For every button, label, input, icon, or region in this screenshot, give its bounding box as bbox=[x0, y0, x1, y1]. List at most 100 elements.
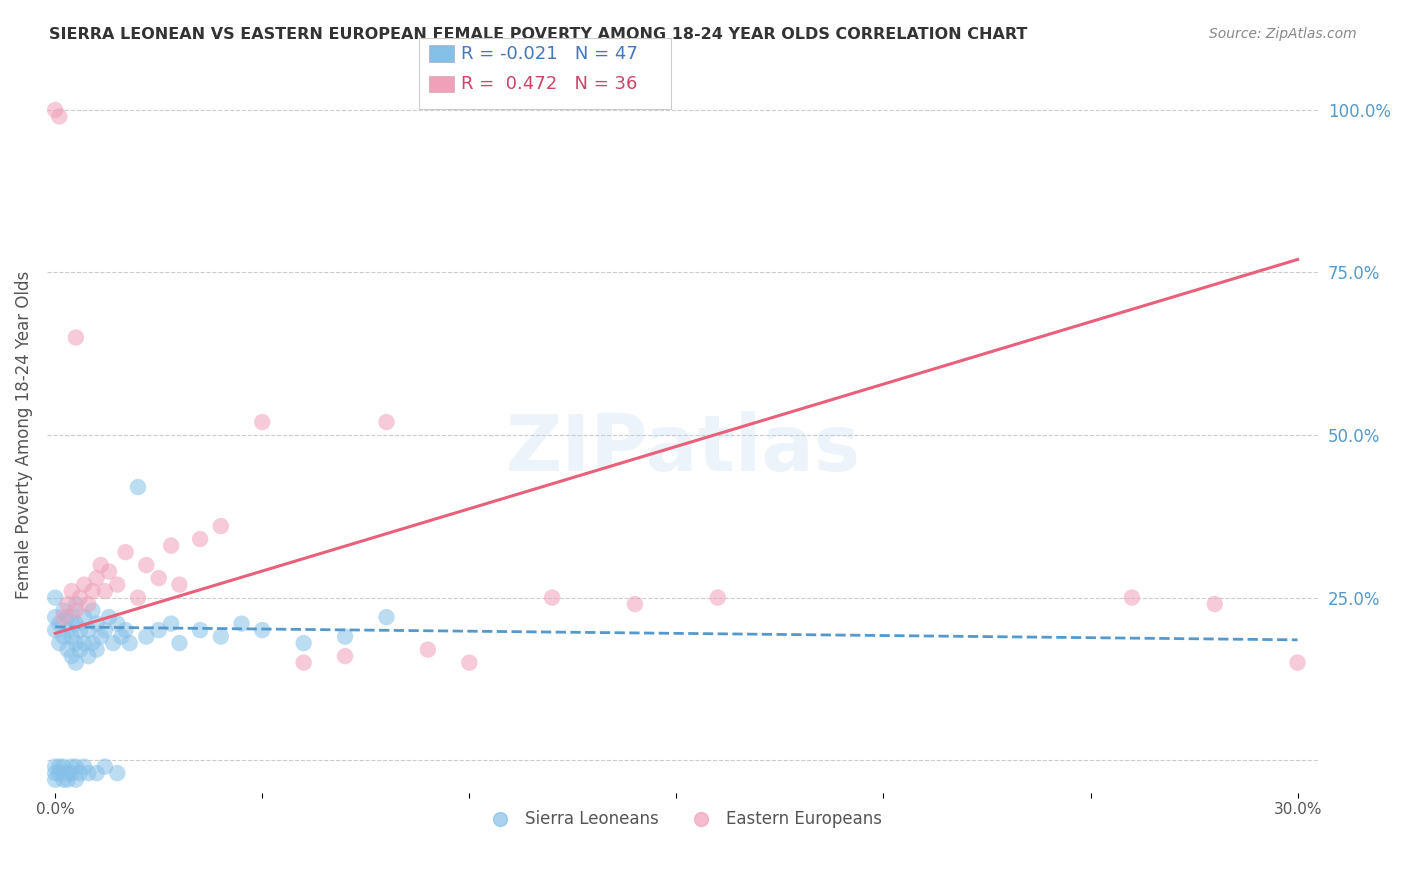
Point bbox=[188, 623, 211, 637]
Point bbox=[375, 610, 398, 624]
Point bbox=[135, 558, 157, 573]
Point bbox=[416, 642, 439, 657]
Point bbox=[44, 623, 66, 637]
Point bbox=[82, 636, 104, 650]
Point bbox=[48, 766, 70, 780]
Point bbox=[48, 616, 70, 631]
Point bbox=[60, 584, 83, 599]
Point bbox=[86, 616, 108, 631]
Point bbox=[135, 630, 157, 644]
Point bbox=[160, 616, 183, 631]
Point bbox=[65, 616, 87, 631]
Point bbox=[52, 759, 75, 773]
Point bbox=[375, 415, 398, 429]
Point bbox=[48, 636, 70, 650]
Point bbox=[252, 415, 274, 429]
Point bbox=[114, 623, 136, 637]
Point bbox=[65, 759, 87, 773]
Legend: Sierra Leoneans, Eastern Europeans: Sierra Leoneans, Eastern Europeans bbox=[477, 803, 889, 834]
Point bbox=[60, 610, 83, 624]
Point bbox=[94, 584, 117, 599]
Point bbox=[44, 103, 66, 117]
Point bbox=[60, 649, 83, 664]
Point bbox=[82, 584, 104, 599]
Point bbox=[105, 766, 128, 780]
Point bbox=[148, 623, 170, 637]
Point bbox=[69, 591, 91, 605]
Point bbox=[541, 591, 564, 605]
Point bbox=[86, 571, 108, 585]
Point bbox=[48, 110, 70, 124]
Point bbox=[90, 630, 112, 644]
Point bbox=[169, 577, 191, 591]
Point bbox=[252, 623, 274, 637]
Point bbox=[114, 545, 136, 559]
Point bbox=[65, 597, 87, 611]
Point bbox=[209, 519, 232, 533]
Point bbox=[56, 772, 79, 787]
Point bbox=[127, 591, 149, 605]
Point bbox=[98, 565, 121, 579]
Point bbox=[148, 571, 170, 585]
Point bbox=[98, 610, 121, 624]
Point bbox=[110, 630, 132, 644]
Point bbox=[65, 330, 87, 344]
Point bbox=[44, 591, 66, 605]
Point bbox=[52, 630, 75, 644]
Point bbox=[48, 759, 70, 773]
Point bbox=[209, 630, 232, 644]
Point bbox=[82, 604, 104, 618]
Point bbox=[188, 532, 211, 546]
Point bbox=[44, 772, 66, 787]
Point bbox=[44, 766, 66, 780]
Point bbox=[65, 656, 87, 670]
Point bbox=[127, 480, 149, 494]
Text: SIERRA LEONEAN VS EASTERN EUROPEAN FEMALE POVERTY AMONG 18-24 YEAR OLDS CORRELAT: SIERRA LEONEAN VS EASTERN EUROPEAN FEMAL… bbox=[49, 27, 1028, 42]
Point bbox=[90, 558, 112, 573]
Point bbox=[86, 642, 108, 657]
Text: R =  0.472   N = 36: R = 0.472 N = 36 bbox=[461, 75, 637, 93]
Point bbox=[105, 616, 128, 631]
Point bbox=[94, 623, 117, 637]
Point bbox=[333, 630, 356, 644]
Point bbox=[105, 577, 128, 591]
Point bbox=[231, 616, 253, 631]
Point bbox=[69, 642, 91, 657]
Point bbox=[56, 610, 79, 624]
Point bbox=[118, 636, 141, 650]
Point bbox=[458, 656, 481, 670]
Point bbox=[73, 636, 96, 650]
Point bbox=[73, 610, 96, 624]
Point bbox=[56, 597, 79, 611]
Point bbox=[707, 591, 730, 605]
Point bbox=[73, 577, 96, 591]
Point bbox=[77, 649, 100, 664]
Point bbox=[56, 623, 79, 637]
Text: R = -0.021   N = 47: R = -0.021 N = 47 bbox=[461, 45, 638, 62]
Point bbox=[60, 630, 83, 644]
Point bbox=[292, 636, 315, 650]
Point bbox=[169, 636, 191, 650]
Point bbox=[52, 604, 75, 618]
Point bbox=[73, 759, 96, 773]
Point bbox=[160, 539, 183, 553]
Point bbox=[52, 610, 75, 624]
Point bbox=[56, 642, 79, 657]
Point bbox=[65, 636, 87, 650]
Text: Source: ZipAtlas.com: Source: ZipAtlas.com bbox=[1209, 27, 1357, 41]
Point bbox=[1121, 591, 1143, 605]
Point bbox=[65, 604, 87, 618]
Text: ZIPatlas: ZIPatlas bbox=[505, 411, 860, 487]
Point bbox=[56, 766, 79, 780]
Point bbox=[77, 597, 100, 611]
Point bbox=[60, 766, 83, 780]
Point bbox=[1204, 597, 1226, 611]
Point bbox=[60, 759, 83, 773]
Point bbox=[624, 597, 647, 611]
Y-axis label: Female Poverty Among 18-24 Year Olds: Female Poverty Among 18-24 Year Olds bbox=[15, 271, 32, 599]
Point bbox=[86, 766, 108, 780]
Point bbox=[94, 759, 117, 773]
Point bbox=[69, 623, 91, 637]
Point bbox=[52, 772, 75, 787]
Point bbox=[44, 610, 66, 624]
